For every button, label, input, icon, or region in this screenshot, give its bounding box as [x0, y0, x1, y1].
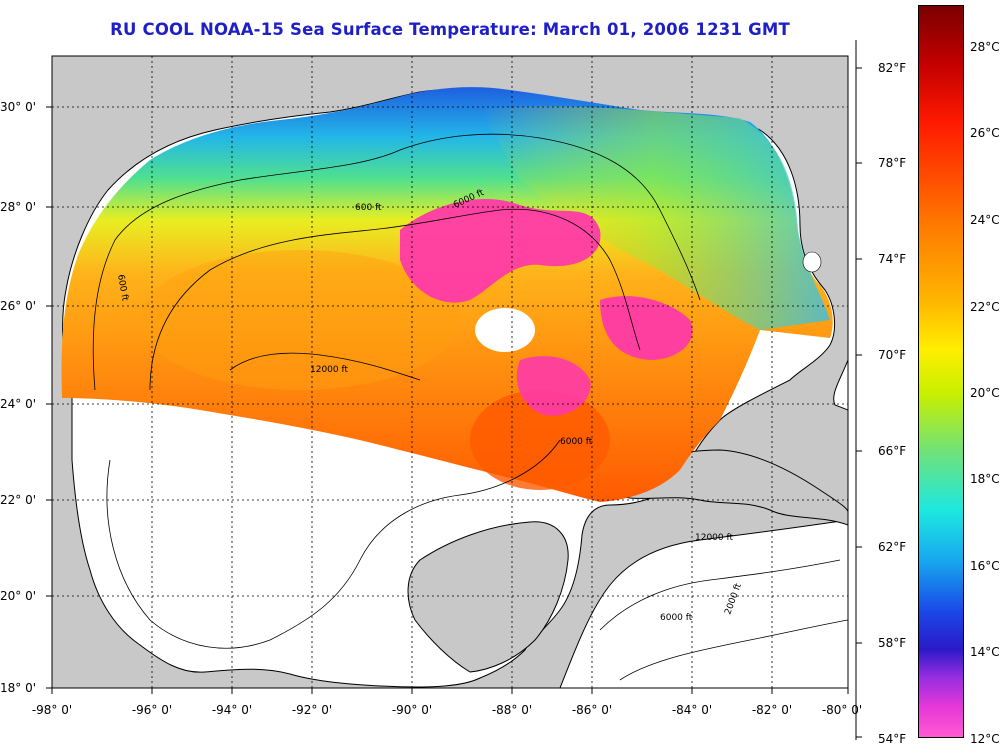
graticule [52, 56, 848, 688]
f-label-82: 82°F [878, 61, 906, 75]
depth-contour-caribbean-2 [619, 619, 848, 681]
contour-label-6000-south: 6000 ft [560, 437, 593, 447]
cloud-mask [400, 199, 601, 303]
c-label-20: 20°C [970, 386, 1000, 400]
temperature-colorbar [918, 5, 964, 738]
c-label-18: 18°C [970, 472, 1000, 486]
lat-label-26: 26° 0' [0, 299, 36, 313]
depth-contour-caribbean [599, 559, 841, 631]
lon-label-84: -84° 0' [672, 703, 712, 717]
contour-label-6000-carib: 6000 ft [660, 613, 693, 623]
lon-label-92: -92° 0' [292, 703, 332, 717]
map-frame [51, 55, 849, 689]
lon-label-98: -98° 0' [32, 703, 72, 717]
lon-label-90: -90° 0' [392, 703, 432, 717]
lon-label-88: -88° 0' [492, 703, 532, 717]
c-label-14: 14°C [970, 645, 1000, 659]
warm-patch [470, 390, 610, 490]
c-label-24: 24°C [970, 213, 1000, 227]
depth-contour-600 [92, 133, 701, 391]
f-label-62: 62°F [878, 540, 906, 554]
lat-label-22: 22° 0' [0, 493, 36, 507]
c-label-16: 16°C [970, 559, 1000, 573]
f-label-58: 58°F [878, 636, 906, 650]
warm-patch [140, 250, 460, 390]
lon-label-96: -96° 0' [132, 703, 172, 717]
caribbean-water [559, 519, 848, 688]
c-label-26: 26°C [970, 126, 1000, 140]
lon-label-80: -80° 0' [822, 703, 862, 717]
c-label-28: 28°C [970, 40, 1000, 54]
depth-contour-12000 [229, 352, 421, 381]
contour-label-600-west: 600 ft [115, 274, 130, 302]
lat-label-20: 20° 0' [0, 589, 36, 603]
lon-label-86: -86° 0' [572, 703, 612, 717]
fahrenheit-ticks [855, 40, 862, 740]
yucatan-land [407, 521, 569, 673]
contour-label-12000-cuba: 12000 ft [695, 533, 734, 543]
lat-label-28: 28° 0' [0, 200, 36, 214]
depth-contour-south [106, 439, 561, 649]
tick-marks [46, 106, 849, 694]
cloud-mask [600, 296, 693, 360]
f-label-70: 70°F [878, 348, 906, 362]
c-label-12: 12°C [970, 732, 1000, 746]
f-label-66: 66°F [878, 444, 906, 458]
f-label-54: 54°F [878, 732, 906, 746]
lat-label-24: 24° 0' [0, 397, 36, 411]
depth-contour-6000 [149, 208, 641, 391]
sst-east-cool [480, 106, 830, 330]
lon-label-82: -82° 0' [752, 703, 792, 717]
c-label-22: 22°C [970, 300, 1000, 314]
contour-label-12000: 12000 ft [310, 365, 349, 375]
f-label-74: 74°F [878, 252, 906, 266]
cloud-mask [516, 356, 591, 416]
lat-label-18: 18° 0' [0, 681, 36, 695]
lake-okeechobee [802, 251, 822, 273]
map-title: RU COOL NOAA-15 Sea Surface Temperature:… [110, 20, 790, 39]
cloud-gap [475, 308, 535, 352]
lat-label-30: 30° 0' [0, 100, 36, 114]
contour-label-600: 600 ft [355, 203, 382, 213]
lon-label-94: -94° 0' [212, 703, 252, 717]
atlantic-water [833, 56, 848, 411]
f-label-78: 78°F [878, 156, 906, 170]
